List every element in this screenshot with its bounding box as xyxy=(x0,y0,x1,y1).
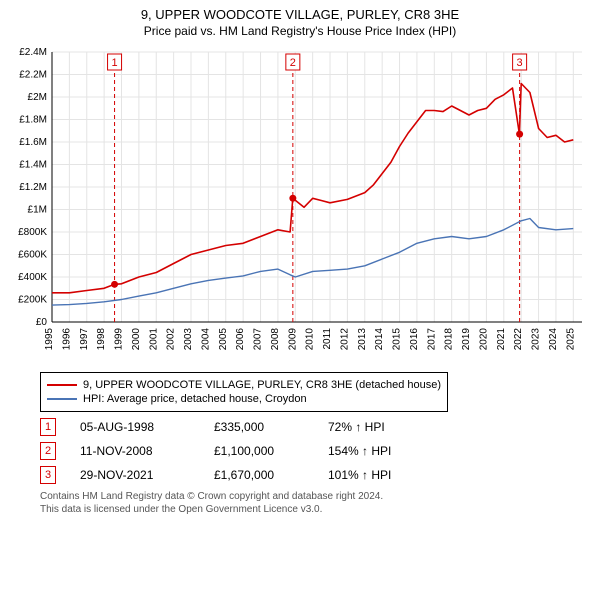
svg-text:1998: 1998 xyxy=(96,328,107,351)
event-date: 05-AUG-1998 xyxy=(80,420,190,434)
event-row: 2 11-NOV-2008 £1,100,000 154% ↑ HPI xyxy=(40,442,592,460)
svg-text:£1.6M: £1.6M xyxy=(19,137,47,148)
svg-text:1: 1 xyxy=(111,57,117,69)
svg-text:£800K: £800K xyxy=(18,227,47,238)
event-price: £335,000 xyxy=(214,420,304,434)
svg-text:2011: 2011 xyxy=(322,328,333,350)
svg-text:1995: 1995 xyxy=(44,328,55,351)
svg-text:2016: 2016 xyxy=(409,328,420,351)
event-date: 29-NOV-2021 xyxy=(80,468,190,482)
svg-text:2005: 2005 xyxy=(218,328,229,351)
svg-text:£600K: £600K xyxy=(18,250,47,261)
legend-swatch xyxy=(47,384,77,386)
event-marker: 1 xyxy=(40,418,56,436)
legend: 9, UPPER WOODCOTE VILLAGE, PURLEY, CR8 3… xyxy=(40,372,448,412)
legend-item: HPI: Average price, detached house, Croy… xyxy=(47,393,441,405)
svg-text:£1M: £1M xyxy=(28,205,47,216)
svg-text:2: 2 xyxy=(290,57,296,69)
footer: Contains HM Land Registry data © Crown c… xyxy=(40,490,592,516)
svg-text:1999: 1999 xyxy=(114,328,125,351)
svg-text:2013: 2013 xyxy=(357,328,368,351)
event-price: £1,100,000 xyxy=(214,444,304,458)
event-date: 11-NOV-2008 xyxy=(80,444,190,458)
svg-text:£1.2M: £1.2M xyxy=(19,182,47,193)
svg-text:2017: 2017 xyxy=(426,328,437,351)
footer-line-1: Contains HM Land Registry data © Crown c… xyxy=(40,490,592,503)
svg-text:2025: 2025 xyxy=(565,328,576,351)
svg-text:2023: 2023 xyxy=(531,328,542,351)
svg-text:£2.4M: £2.4M xyxy=(19,47,47,58)
chart-title: 9, UPPER WOODCOTE VILLAGE, PURLEY, CR8 3… xyxy=(8,7,592,22)
legend-label: HPI: Average price, detached house, Croy… xyxy=(83,393,307,405)
svg-text:1997: 1997 xyxy=(79,328,90,351)
svg-text:2004: 2004 xyxy=(200,328,211,351)
event-marker: 2 xyxy=(40,442,56,460)
svg-text:2010: 2010 xyxy=(305,328,316,351)
svg-text:2009: 2009 xyxy=(287,328,298,351)
svg-text:2012: 2012 xyxy=(339,328,350,351)
svg-text:£1.4M: £1.4M xyxy=(19,160,47,171)
svg-text:2024: 2024 xyxy=(548,328,559,351)
footer-line-2: This data is licensed under the Open Gov… xyxy=(40,503,592,516)
svg-text:2007: 2007 xyxy=(253,328,264,351)
svg-text:2019: 2019 xyxy=(461,328,472,351)
svg-text:2001: 2001 xyxy=(148,328,159,351)
svg-text:£400K: £400K xyxy=(18,272,47,283)
event-pct: 72% ↑ HPI xyxy=(328,420,385,434)
event-table: 1 05-AUG-1998 £335,000 72% ↑ HPI 2 11-NOV-200… xyxy=(40,418,592,484)
event-price: £1,670,000 xyxy=(214,468,304,482)
svg-text:£2.2M: £2.2M xyxy=(19,70,47,81)
legend-swatch xyxy=(47,398,77,400)
chart-subtitle: Price paid vs. HM Land Registry's House … xyxy=(8,24,592,38)
svg-text:2022: 2022 xyxy=(513,328,524,351)
svg-text:2018: 2018 xyxy=(444,328,455,351)
svg-text:3: 3 xyxy=(517,57,523,69)
svg-text:2000: 2000 xyxy=(131,328,142,351)
svg-text:£0: £0 xyxy=(36,317,48,328)
svg-text:2014: 2014 xyxy=(374,328,385,351)
svg-text:£2M: £2M xyxy=(28,92,47,103)
svg-text:£200K: £200K xyxy=(18,295,47,306)
legend-label: 9, UPPER WOODCOTE VILLAGE, PURLEY, CR8 3… xyxy=(83,379,441,391)
svg-text:2006: 2006 xyxy=(235,328,246,351)
chart-svg: £0 £200K £400K £600K £800K £1M £1.2M £1.4M £1.6M… xyxy=(8,44,592,364)
svg-text:2020: 2020 xyxy=(478,328,489,351)
svg-text:2021: 2021 xyxy=(496,328,507,351)
event-pct: 101% ↑ HPI xyxy=(328,468,391,482)
chart-plot: £0 £200K £400K £600K £800K £1M £1.2M £1.4M £1.6M… xyxy=(8,44,592,364)
chart-container: 9, UPPER WOODCOTE VILLAGE, PURLEY, CR8 3… xyxy=(0,0,600,521)
event-row: 3 29-NOV-2021 £1,670,000 101% ↑ HPI xyxy=(40,466,592,484)
event-row: 1 05-AUG-1998 £335,000 72% ↑ HPI xyxy=(40,418,592,436)
legend-item: 9, UPPER WOODCOTE VILLAGE, PURLEY, CR8 3… xyxy=(47,379,441,391)
svg-text:2008: 2008 xyxy=(270,328,281,351)
svg-text:2015: 2015 xyxy=(392,328,403,351)
event-pct: 154% ↑ HPI xyxy=(328,444,391,458)
svg-text:2003: 2003 xyxy=(183,328,194,351)
svg-text:1996: 1996 xyxy=(61,328,72,351)
event-marker: 3 xyxy=(40,466,56,484)
svg-text:2002: 2002 xyxy=(166,328,177,351)
svg-text:£1.8M: £1.8M xyxy=(19,115,47,126)
